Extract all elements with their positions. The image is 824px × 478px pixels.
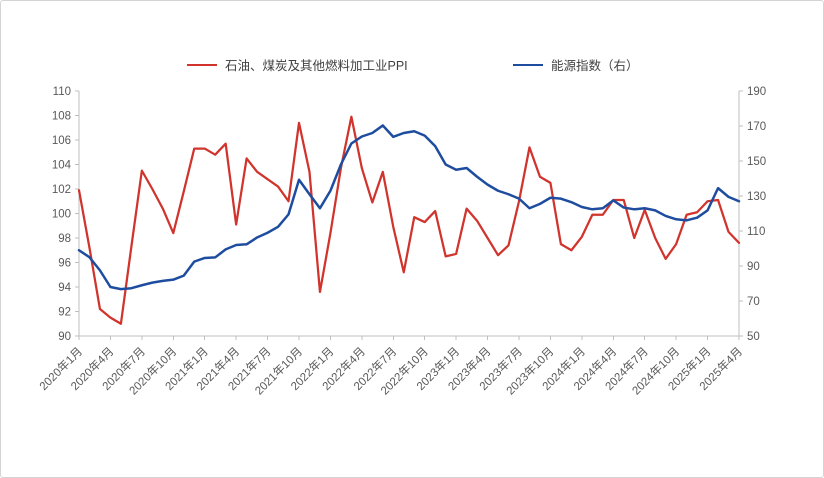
left-axis-tick-label: 108 — [52, 111, 71, 123]
left-axis-tick-label: 90 — [58, 331, 71, 343]
right-axis-tick-label: 190 — [747, 86, 766, 98]
left-axis-tick-label: 104 — [52, 160, 72, 172]
left-axis-tick-label: 106 — [52, 135, 71, 147]
right-axis-tick-label: 70 — [747, 296, 760, 308]
left-axis-tick-label: 110 — [53, 86, 71, 98]
right-axis-tick-label: 110 — [747, 226, 765, 238]
ppi-line-series — [77, 115, 741, 325]
legend-item-energy-index: 能源指数（右） — [513, 55, 639, 74]
red-line-swatch — [187, 63, 217, 66]
left-axis-tick-label: 98 — [58, 233, 71, 245]
legend-label-energy-index: 能源指数（右） — [551, 59, 639, 73]
blue-line-swatch — [513, 63, 543, 66]
legend-item-ppi: 石油、煤炭及其他燃料加工业PPI — [187, 55, 408, 74]
legend-label-ppi: 石油、煤炭及其他燃料加工业PPI — [225, 59, 408, 73]
left-axis-tick-label: 92 — [58, 307, 71, 319]
left-axis-tick-label: 102 — [52, 184, 71, 196]
right-axis-tick-label: 170 — [747, 121, 766, 133]
left-axis-tick-label: 94 — [58, 282, 71, 294]
energy-index-line-series — [77, 124, 741, 291]
right-axis-tick-label: 90 — [747, 261, 760, 273]
right-axis-tick-label: 150 — [747, 156, 766, 168]
left-axis-tick-label: 100 — [52, 209, 71, 221]
left-axis-tick-label: 96 — [58, 258, 71, 270]
right-axis-tick-label: 50 — [747, 331, 760, 343]
right-axis-tick-label: 130 — [747, 191, 766, 203]
